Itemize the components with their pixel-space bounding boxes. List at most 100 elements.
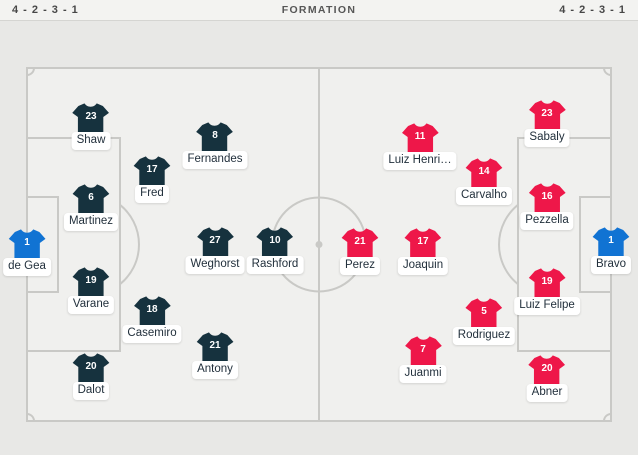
player-name: Juanmi (399, 365, 447, 383)
player-number: 21 (209, 340, 221, 352)
player-name: de Gea (3, 258, 51, 276)
player-away[interactable]: 23 Sabaly (524, 99, 570, 147)
player-number: 17 (146, 164, 158, 176)
player-name: Rodriguez (452, 327, 516, 345)
player-name: Casemiro (122, 325, 182, 343)
player-number: 17 (417, 236, 429, 248)
player-name: Abner (526, 384, 568, 402)
player-away[interactable]: 19 Luiz Felipe (514, 267, 580, 315)
player-number: 23 (85, 111, 97, 123)
jersey-icon: 1 (8, 228, 46, 260)
player-name: Sabaly (524, 129, 570, 147)
jersey-icon: 5 (465, 297, 503, 329)
player-away[interactable]: 20 Abner (526, 354, 568, 402)
player-away[interactable]: 5 Rodriguez (452, 297, 516, 345)
player-name: Bravo (590, 256, 632, 274)
player-name: Rashford (246, 256, 304, 274)
player-number: 20 (85, 361, 97, 373)
player-name: Luiz Henri… (383, 152, 457, 170)
player-name: Varane (67, 296, 115, 314)
jersey-icon: 10 (256, 226, 294, 258)
player-away[interactable]: 11 Luiz Henri… (383, 122, 457, 170)
player-home[interactable]: 17 Fred (133, 155, 171, 203)
formation-header: 4 - 2 - 3 - 1 FORMATION 4 - 2 - 3 - 1 (0, 0, 638, 21)
player-name: Joaquin (397, 257, 449, 275)
player-away[interactable]: 14 Carvalho (455, 157, 513, 205)
jersey-icon: 11 (401, 122, 439, 154)
player-home[interactable]: 10 Rashford (246, 226, 304, 274)
player-name: Luiz Felipe (514, 297, 580, 315)
home-formation-label: 4 - 2 - 3 - 1 (12, 4, 79, 16)
jersey-icon: 6 (72, 183, 110, 215)
corner-arc-top-right (603, 67, 612, 76)
jersey-icon: 20 (72, 352, 110, 384)
away-formation-label: 4 - 2 - 3 - 1 (559, 4, 626, 16)
player-number: 6 (88, 192, 94, 204)
player-name: Carvalho (455, 187, 513, 205)
corner-arc-bottom-left (26, 413, 35, 422)
player-away[interactable]: 17 Joaquin (397, 227, 449, 275)
jersey-icon: 20 (528, 354, 566, 386)
penalty-arc-right (498, 204, 519, 285)
player-home[interactable]: 18 Casemiro (122, 295, 182, 343)
player-name: Perez (339, 257, 381, 275)
player-number: 19 (541, 276, 553, 288)
player-name: Weghorst (185, 256, 245, 274)
player-number: 10 (269, 235, 281, 247)
corner-arc-top-left (26, 67, 35, 76)
player-number: 7 (420, 344, 426, 356)
player-number: 20 (541, 363, 553, 375)
player-number: 11 (414, 131, 426, 143)
jersey-icon: 21 (341, 227, 379, 259)
player-away[interactable]: 21 Perez (339, 227, 381, 275)
player-name: Antony (192, 361, 238, 379)
player-number: 1 (24, 237, 30, 249)
player-name: Martinez (63, 213, 119, 231)
player-number: 16 (541, 191, 553, 203)
player-name: Pezzella (520, 212, 574, 230)
player-name: Shaw (71, 132, 111, 150)
center-spot (315, 241, 323, 248)
player-home[interactable]: 21 Antony (192, 331, 238, 379)
player-number: 5 (481, 306, 487, 318)
player-away[interactable]: 16 Pezzella (520, 182, 574, 230)
player-number: 14 (478, 166, 490, 178)
player-home[interactable]: 20 Dalot (72, 352, 110, 400)
penalty-arc-left (119, 204, 140, 285)
player-away[interactable]: 7 Juanmi (399, 335, 447, 383)
player-number: 8 (212, 130, 218, 142)
player-away-goalkeeper[interactable]: 1 Bravo (590, 226, 632, 274)
player-home[interactable]: 27 Weghorst (185, 226, 245, 274)
jersey-icon: 21 (196, 331, 234, 363)
jersey-icon: 7 (404, 335, 442, 367)
jersey-icon: 27 (196, 226, 234, 258)
jersey-icon: 8 (196, 121, 234, 153)
jersey-icon: 19 (72, 266, 110, 298)
player-name: Fernandes (182, 151, 248, 169)
player-number: 1 (608, 235, 614, 247)
corner-arc-bottom-right (603, 413, 612, 422)
jersey-icon: 16 (528, 182, 566, 214)
jersey-icon: 18 (133, 295, 171, 327)
jersey-icon: 17 (133, 155, 171, 187)
jersey-icon: 14 (465, 157, 503, 189)
player-home[interactable]: 6 Martinez (63, 183, 119, 231)
player-home[interactable]: 8 Fernandes (182, 121, 248, 169)
jersey-icon: 1 (592, 226, 630, 258)
player-home-goalkeeper[interactable]: 1 de Gea (3, 228, 51, 276)
player-number: 18 (146, 304, 158, 316)
player-name: Dalot (72, 382, 110, 400)
jersey-icon: 17 (404, 227, 442, 259)
player-home[interactable]: 23 Shaw (71, 102, 111, 150)
jersey-icon: 23 (72, 102, 110, 134)
player-number: 21 (354, 236, 366, 248)
player-name: Fred (135, 185, 169, 203)
player-number: 19 (85, 275, 97, 287)
player-number: 23 (541, 108, 553, 120)
player-home[interactable]: 19 Varane (67, 266, 115, 314)
player-number: 27 (209, 235, 221, 247)
jersey-icon: 19 (528, 267, 566, 299)
page-title: FORMATION (281, 4, 357, 16)
